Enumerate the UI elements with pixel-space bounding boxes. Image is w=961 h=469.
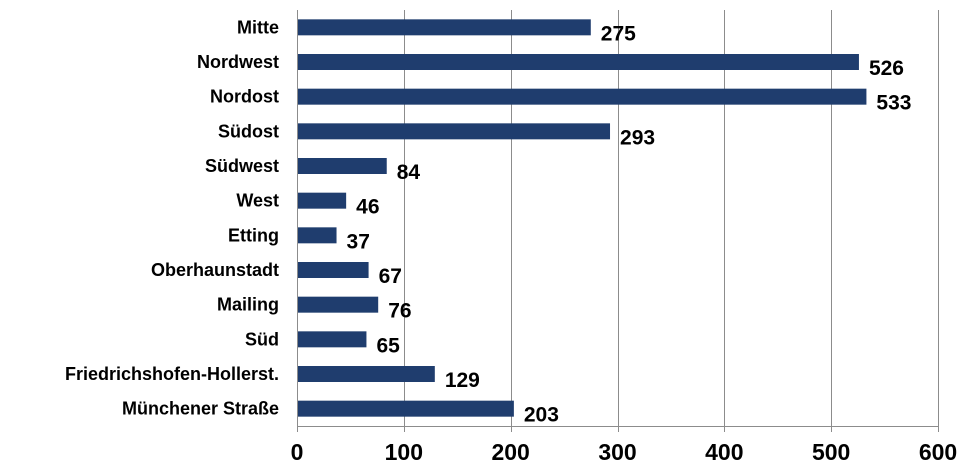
data-label-suedwest: 84 <box>397 161 421 184</box>
bar-suedost <box>298 123 611 140</box>
category-labels: Mitte Nordwest Nordost Südost Südwest West Ett… <box>65 17 279 418</box>
data-label-nordwest: 526 <box>869 57 904 80</box>
category-label-suedwest: Südwest <box>205 156 279 176</box>
bar-suedwest <box>298 158 387 174</box>
bar-oberhaunstadt <box>298 262 369 278</box>
data-label-suedost: 293 <box>620 126 655 149</box>
bar-mitte <box>298 19 591 36</box>
category-label-mitte: Mitte <box>237 17 279 37</box>
bar-friedrichshofen-hollerst <box>298 366 435 382</box>
bars <box>298 19 867 417</box>
category-label-nordost: Nordost <box>210 87 279 107</box>
data-label-friedrichshofen-hollerst: 129 <box>445 369 480 392</box>
data-label-mailing: 76 <box>388 300 411 323</box>
bar-mailing <box>298 296 379 313</box>
category-label-muenchener-strasse: Münchener Straße <box>122 399 279 419</box>
x-tick-label-400: 400 <box>705 439 743 465</box>
category-label-friedrichshofen-hollerst: Friedrichshofen-Hollerst. <box>65 364 279 384</box>
category-label-nordwest: Nordwest <box>197 52 279 72</box>
category-label-oberhaunstadt: Oberhaunstadt <box>151 260 279 280</box>
data-labels: 275 526 533 293 84 46 37 67 76 65 129 203 <box>347 22 912 426</box>
category-label-west: West <box>236 191 279 211</box>
category-label-mailing: Mailing <box>217 295 279 315</box>
bar-nordwest <box>298 54 859 70</box>
bar-nordost <box>298 88 867 105</box>
bar-muenchener-strasse <box>298 400 514 417</box>
data-label-muenchener-strasse: 203 <box>524 404 559 427</box>
data-label-oberhaunstadt: 67 <box>379 265 402 288</box>
category-label-suedost: Südost <box>218 121 279 141</box>
bar-sued <box>298 331 367 348</box>
gridlines <box>297 10 939 432</box>
category-label-sued: Süd <box>245 329 279 349</box>
bar-west <box>298 192 347 209</box>
data-label-mitte: 275 <box>601 22 636 45</box>
data-label-west: 46 <box>356 196 379 219</box>
x-tick-label-300: 300 <box>598 439 636 465</box>
category-label-etting: Etting <box>228 225 279 245</box>
x-tick-label-500: 500 <box>812 439 850 465</box>
bar-etting <box>298 227 337 244</box>
x-axis-tick-labels: 0 100 200 300 400 500 600 <box>291 439 958 465</box>
data-label-etting: 37 <box>347 230 370 253</box>
x-tick-label-200: 200 <box>491 439 529 465</box>
data-label-sued: 65 <box>376 334 400 357</box>
data-label-nordost: 533 <box>876 92 911 115</box>
x-tick-label-100: 100 <box>385 439 423 465</box>
x-tick-label-600: 600 <box>919 439 957 465</box>
x-tick-label-0: 0 <box>291 439 304 465</box>
